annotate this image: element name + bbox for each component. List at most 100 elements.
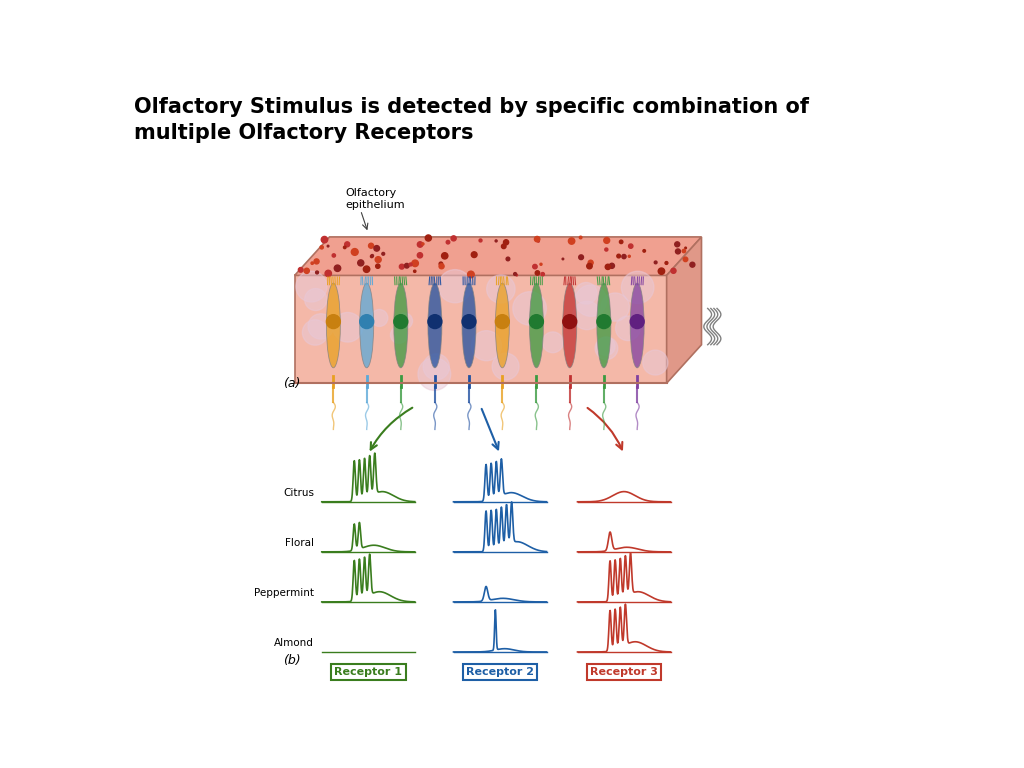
Circle shape	[538, 240, 540, 242]
Circle shape	[353, 250, 355, 252]
Circle shape	[536, 271, 540, 275]
Circle shape	[446, 240, 450, 244]
Circle shape	[658, 268, 665, 274]
Circle shape	[496, 240, 497, 242]
Circle shape	[343, 246, 346, 249]
Circle shape	[382, 253, 385, 255]
Circle shape	[334, 265, 341, 271]
Circle shape	[601, 293, 630, 321]
Circle shape	[543, 332, 563, 353]
Circle shape	[540, 263, 542, 265]
Circle shape	[396, 313, 413, 329]
Circle shape	[390, 326, 408, 343]
Polygon shape	[667, 237, 701, 383]
Circle shape	[412, 260, 419, 266]
Circle shape	[562, 258, 564, 260]
Text: Receptor 1: Receptor 1	[334, 667, 402, 677]
Circle shape	[315, 271, 318, 274]
Circle shape	[428, 315, 442, 329]
Circle shape	[616, 254, 621, 258]
Circle shape	[609, 263, 614, 268]
Text: Receptor 2: Receptor 2	[466, 667, 534, 677]
Polygon shape	[295, 276, 667, 383]
Circle shape	[371, 255, 373, 257]
Circle shape	[479, 239, 482, 242]
Circle shape	[572, 301, 601, 329]
Circle shape	[308, 313, 334, 339]
Circle shape	[665, 262, 668, 264]
Circle shape	[597, 315, 611, 329]
Circle shape	[683, 257, 688, 262]
Ellipse shape	[630, 283, 644, 368]
Text: Receptor 3: Receptor 3	[590, 667, 658, 677]
Circle shape	[369, 243, 374, 248]
Circle shape	[359, 263, 361, 264]
Circle shape	[629, 244, 633, 248]
Circle shape	[579, 255, 584, 260]
Circle shape	[414, 270, 416, 273]
Circle shape	[506, 257, 510, 261]
Text: Almond: Almond	[274, 638, 314, 648]
Circle shape	[345, 242, 350, 247]
Text: (b): (b)	[283, 654, 301, 667]
Circle shape	[298, 267, 303, 272]
Circle shape	[575, 285, 607, 316]
Circle shape	[575, 283, 597, 304]
Circle shape	[418, 253, 423, 258]
Circle shape	[439, 262, 442, 266]
Circle shape	[622, 254, 626, 259]
Circle shape	[425, 235, 431, 241]
Circle shape	[452, 236, 456, 241]
Circle shape	[471, 252, 477, 257]
Text: Olfactory Stimulus is detected by specific combination of
multiple Olfactory Rec: Olfactory Stimulus is detected by specif…	[134, 97, 809, 143]
Circle shape	[671, 268, 676, 273]
Circle shape	[438, 270, 472, 303]
Circle shape	[394, 315, 408, 329]
Circle shape	[376, 264, 380, 268]
Circle shape	[302, 319, 328, 345]
Circle shape	[685, 247, 686, 249]
Circle shape	[622, 271, 654, 303]
Circle shape	[410, 263, 412, 266]
Circle shape	[351, 249, 358, 255]
Circle shape	[682, 250, 686, 253]
Circle shape	[595, 337, 617, 359]
Circle shape	[357, 260, 364, 266]
Circle shape	[471, 331, 502, 361]
Ellipse shape	[428, 283, 442, 368]
Circle shape	[690, 262, 695, 267]
Ellipse shape	[394, 283, 408, 368]
Circle shape	[654, 261, 657, 263]
Circle shape	[404, 263, 410, 268]
Circle shape	[605, 264, 610, 270]
Text: Floral: Floral	[285, 538, 314, 548]
Circle shape	[374, 246, 380, 251]
Circle shape	[563, 315, 577, 329]
Ellipse shape	[496, 283, 509, 368]
Circle shape	[676, 249, 680, 254]
Circle shape	[486, 275, 515, 303]
Circle shape	[418, 242, 423, 247]
Circle shape	[588, 260, 593, 265]
Text: (a): (a)	[283, 377, 300, 390]
Circle shape	[462, 315, 476, 329]
Circle shape	[580, 237, 582, 239]
Circle shape	[359, 315, 374, 329]
Circle shape	[596, 337, 615, 356]
Circle shape	[296, 271, 327, 302]
Text: Olfactory
epithelium: Olfactory epithelium	[345, 188, 404, 210]
Circle shape	[529, 315, 544, 329]
Circle shape	[513, 292, 547, 325]
Circle shape	[630, 315, 644, 329]
Circle shape	[332, 253, 336, 257]
Circle shape	[314, 259, 319, 264]
Circle shape	[325, 270, 332, 276]
Circle shape	[371, 310, 388, 326]
Circle shape	[615, 316, 640, 340]
Circle shape	[399, 264, 404, 269]
Circle shape	[311, 262, 313, 264]
Circle shape	[604, 237, 609, 243]
Circle shape	[568, 238, 574, 244]
Circle shape	[321, 246, 324, 249]
Circle shape	[675, 242, 680, 247]
